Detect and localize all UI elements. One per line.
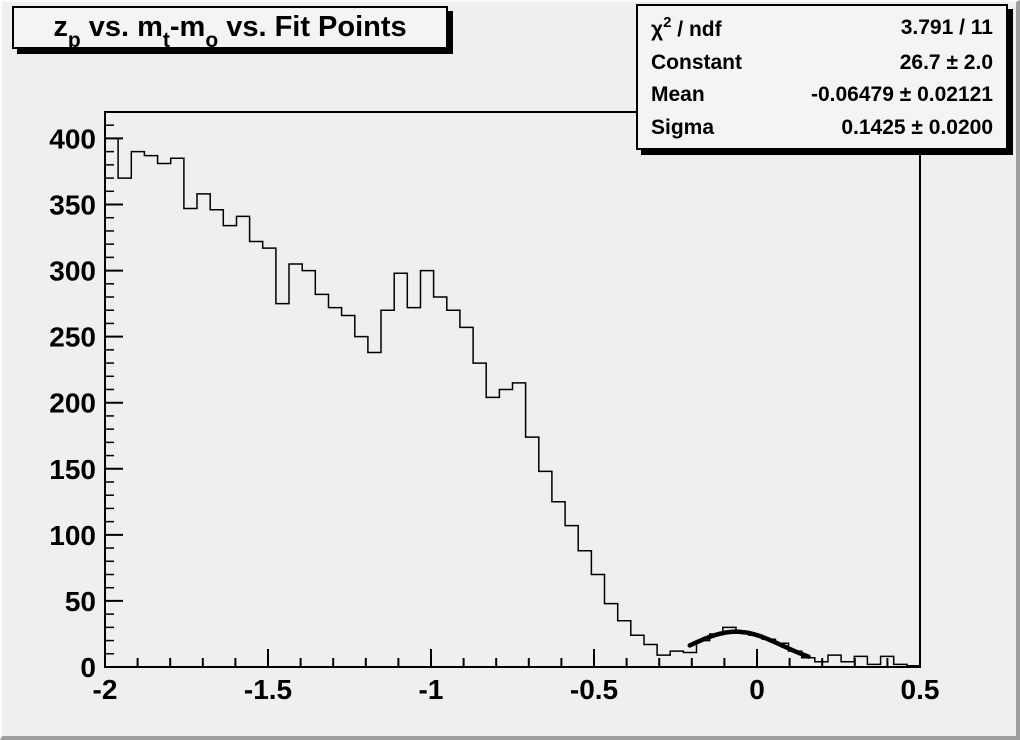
stat-value: 0.1425 ± 0.0200 (841, 116, 993, 140)
y-tick-label: 400 (49, 123, 96, 154)
title-text-segment: vs. Fit Points (218, 11, 407, 43)
x-tick-label: -1.5 (244, 674, 292, 705)
title-text-segment: vs. m (80, 11, 163, 43)
stat-label: Constant (651, 50, 742, 74)
title-text-segment: -m (169, 11, 206, 43)
x-tick-label: 0.5 (901, 674, 940, 705)
title-subscript: o (205, 28, 219, 52)
stats-box[interactable]: χ2 / ndf 3.791 / 11 Constant 26.7 ± 2.0 Mean… (636, 4, 1008, 150)
y-tick-label: 0 (80, 652, 96, 683)
stat-value: 3.791 / 11 (900, 16, 993, 40)
stat-value: 26.7 ± 2.0 (899, 50, 993, 74)
stat-label: χ2 / ndf (651, 13, 722, 41)
title-text-segment: z (53, 11, 68, 43)
x-tick-label: -1 (419, 674, 444, 705)
title-subscript: p (67, 28, 81, 52)
y-tick-label: 350 (49, 190, 96, 221)
stats-row-2: Mean -0.06479 ± 0.02121 (638, 84, 1006, 105)
stats-row-0: χ2 / ndf 3.791 / 11 (638, 13, 1006, 41)
stats-row-3: Sigma 0.1425 ± 0.0200 (638, 117, 1006, 138)
fit-curve (687, 629, 811, 659)
title-subscript: t (162, 28, 170, 52)
x-tick-label: -2 (93, 674, 118, 705)
stat-label: Mean (651, 83, 705, 107)
x-tick-label: -0.5 (570, 674, 618, 705)
x-tick-label: 0 (749, 674, 765, 705)
y-tick-label: 300 (49, 256, 96, 287)
y-tick-label: 50 (65, 586, 96, 617)
stat-value: -0.06479 ± 0.02121 (810, 83, 993, 107)
y-tick-label: 250 (49, 322, 96, 353)
y-tick-label: 100 (49, 520, 96, 551)
histogram-line (105, 137, 920, 667)
stats-row-1: Constant 26.7 ± 2.0 (638, 52, 1006, 73)
stat-label: Sigma (651, 116, 715, 140)
y-tick-label: 150 (49, 454, 96, 485)
y-tick-label: 200 (49, 388, 96, 419)
title-box[interactable]: zp vs. mt-mo vs. Fit Points (12, 6, 448, 51)
page-title: zp vs. mt-mo vs. Fit Points (53, 11, 407, 51)
